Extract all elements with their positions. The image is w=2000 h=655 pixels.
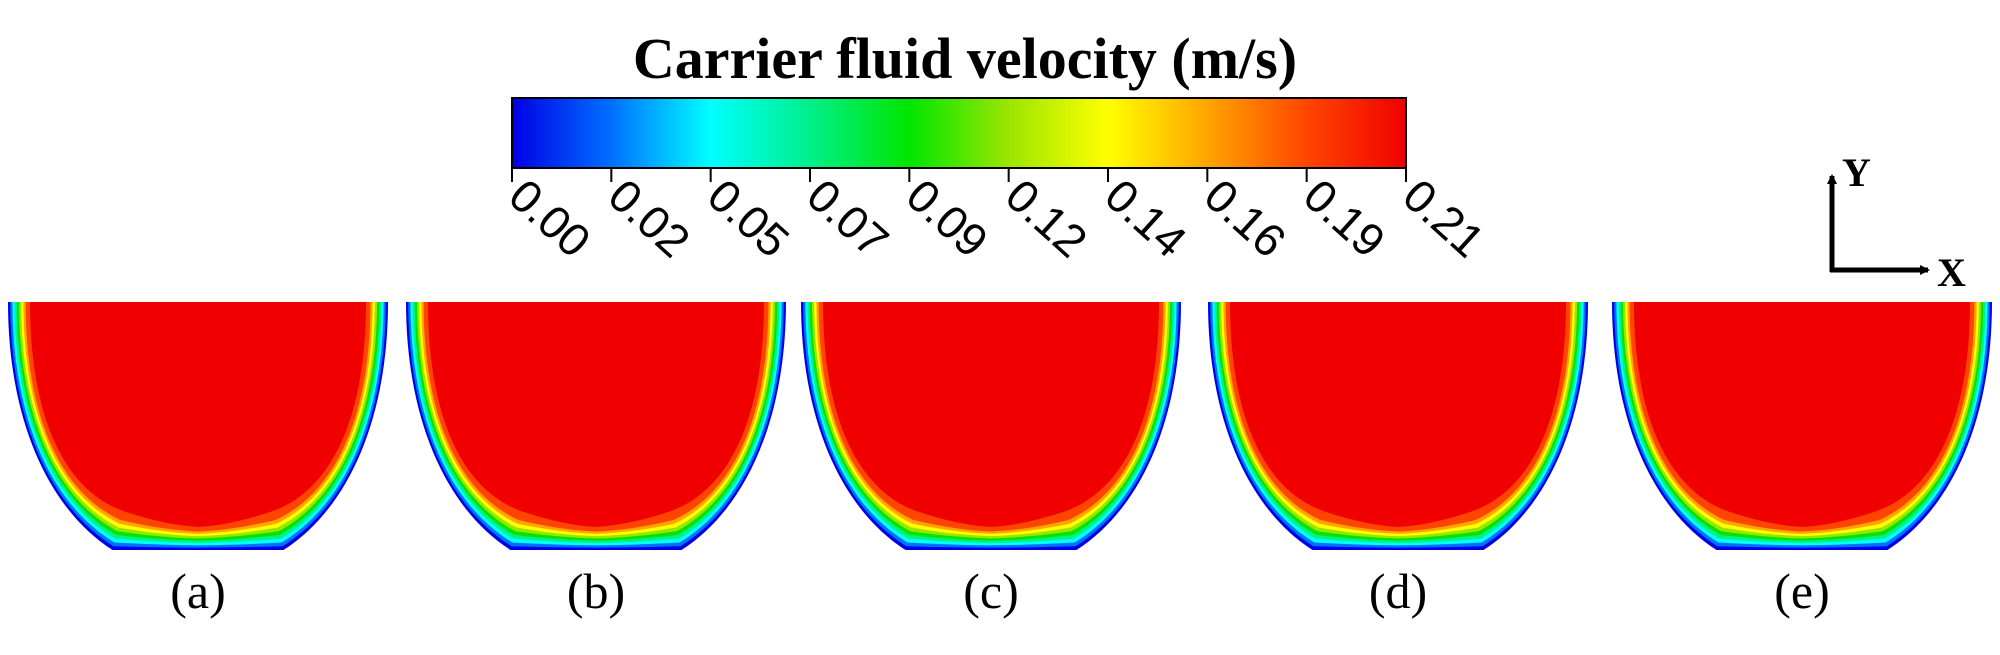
contour-panel	[8, 302, 388, 550]
contour-core	[823, 302, 1159, 527]
colorbar-tick-label: 0.02	[599, 169, 700, 268]
contour-panel	[1612, 302, 1992, 550]
colorbar-tick-label: 0.19	[1294, 169, 1395, 268]
panels: (a) (b) (c) (d) (e)	[8, 302, 1992, 619]
contour-panel	[1208, 302, 1588, 550]
contour-core	[1230, 302, 1566, 527]
panel-label: (a)	[170, 563, 226, 619]
colorbar: 0.000.020.050.070.090.120.140.160.190.21	[499, 97, 1495, 268]
colorbar-tick-label: 0.00	[499, 169, 600, 268]
colorbar-tick-label: 0.14	[1095, 169, 1196, 268]
contour-core	[1634, 302, 1970, 527]
colorbar-gradient	[511, 97, 1407, 169]
colorbar-tick-label: 0.12	[996, 169, 1097, 268]
axis-indicator: Y X	[1827, 150, 1966, 295]
panel-label: (c)	[963, 563, 1019, 619]
colorbar-tick-label: 0.16	[1195, 169, 1296, 268]
colorbar-tick-label: 0.07	[797, 169, 898, 268]
contour-core	[30, 302, 366, 527]
contour-core	[428, 302, 764, 527]
x-axis-label: X	[1937, 250, 1966, 295]
panel-label: (d)	[1369, 563, 1427, 619]
colorbar-tick-label: 0.21	[1393, 169, 1494, 268]
colorbar-tick-label: 0.05	[698, 169, 799, 268]
contour-panel	[801, 302, 1181, 550]
panel-label: (e)	[1774, 563, 1830, 619]
colorbar-title: Carrier fluid velocity (m/s)	[633, 26, 1297, 91]
contour-panel	[406, 302, 786, 550]
colorbar-ticks: 0.000.020.050.070.090.120.140.160.190.21	[499, 168, 1495, 268]
panel-label: (b)	[567, 563, 625, 619]
y-axis-label: Y	[1842, 150, 1871, 195]
colorbar-tick-label: 0.09	[897, 169, 998, 268]
